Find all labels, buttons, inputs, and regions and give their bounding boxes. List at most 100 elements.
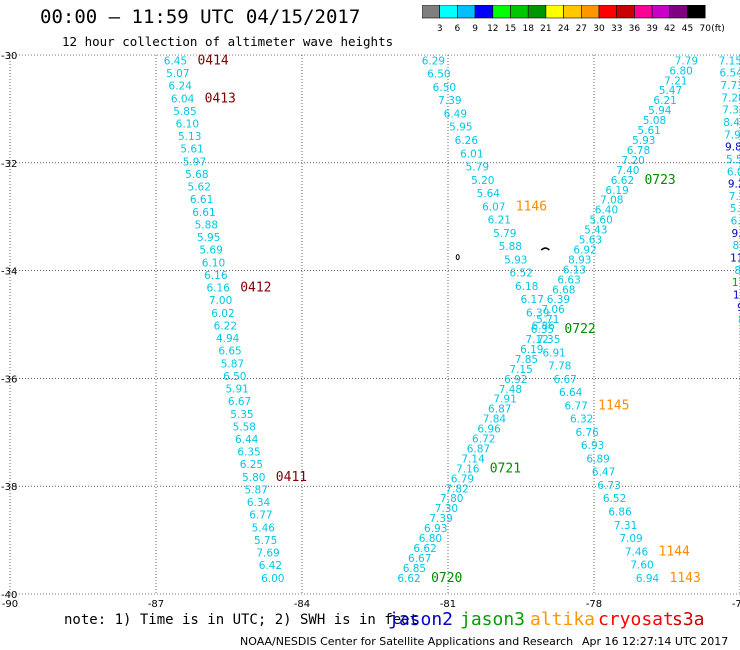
- wave-height-point: 6.35: [531, 324, 554, 336]
- wave-height-point: 5.46: [252, 522, 276, 534]
- wave-height-point: 9.72: [732, 228, 740, 240]
- wave-height-point: 6.80: [731, 216, 740, 228]
- wave-height-point: 6.89: [586, 453, 609, 465]
- wave-height-point: 6.92: [504, 374, 527, 386]
- wave-height-point: 8.93: [568, 254, 591, 266]
- wave-height-point: 6.96: [477, 424, 501, 436]
- time-label: 0722: [564, 322, 595, 337]
- time-label: 1146: [516, 199, 547, 214]
- wave-height-point: 5.88: [499, 241, 522, 253]
- colorbar-cell: [527, 5, 547, 19]
- wave-height-point: 6.86: [532, 321, 556, 333]
- wave-height-point: 17.79: [732, 277, 740, 289]
- wave-height-point: 5.95: [197, 232, 220, 244]
- wave-height-point: 7.15: [719, 55, 740, 67]
- wave-height-point: 7.16: [456, 463, 480, 475]
- colorbar-cell: [457, 5, 476, 19]
- wave-height-point: 7.46: [625, 546, 649, 558]
- wave-height-point: 6.02: [211, 308, 234, 320]
- wave-height-point: 6.07: [482, 201, 505, 213]
- latitude-label: -40: [1, 590, 17, 601]
- wave-height-point: 5.54: [726, 154, 740, 166]
- longitude-label: -78: [586, 599, 602, 610]
- wave-height-point: 4.94: [216, 333, 240, 345]
- wave-height-point: 7.39: [438, 95, 461, 107]
- colorbar-tick: 27: [576, 24, 587, 34]
- wave-height-point: 6.39: [526, 307, 549, 319]
- colorbar-cell: [581, 5, 600, 19]
- time-label: 1144: [659, 544, 690, 559]
- wave-height-point: 6.77: [564, 400, 587, 412]
- wave-height-point: 6.62: [397, 573, 420, 585]
- wave-height-point: 7.73: [720, 80, 740, 92]
- colorbar-cell: [439, 5, 458, 19]
- wave-height-point: 6.13: [563, 264, 586, 276]
- wave-height-point: 7.84: [483, 414, 507, 426]
- wave-height-point: 7.06: [541, 304, 565, 316]
- footer-timestamp: Apr 16 12:27:14 UTC 2017: [582, 635, 729, 648]
- colorbar-cell: [687, 5, 706, 19]
- wave-height-point: 5.95: [449, 122, 472, 134]
- time-label: 1145: [598, 398, 629, 413]
- wave-height-point: 7.08: [600, 195, 623, 207]
- time-label: 0414: [197, 53, 228, 68]
- wave-height-point: 5.68: [185, 169, 208, 181]
- wave-height-point: 7.98: [724, 129, 740, 141]
- wave-height-point: 5.71: [536, 314, 559, 326]
- wave-height-point: 6.01: [460, 148, 483, 160]
- wave-height-point: 6.73: [597, 480, 620, 492]
- wave-height-point: 7.40: [616, 165, 639, 177]
- wave-height-point: 5.08: [643, 115, 666, 127]
- wave-height-point: 5.64: [477, 188, 501, 200]
- latitude-label: -32: [1, 159, 17, 170]
- wave-height-point: 6.64: [559, 387, 583, 399]
- wave-height-point: 7.39: [429, 513, 452, 525]
- wave-height-point: 6.50: [223, 371, 246, 383]
- colorbar-cell: [669, 5, 688, 19]
- wave-height-point: 6.67: [228, 396, 251, 408]
- wave-height-point: 5.13: [178, 131, 201, 143]
- time-label: 1143: [670, 571, 701, 586]
- satellite-legend-jason2: jason2: [388, 609, 454, 630]
- wave-height-point: 5.35: [230, 409, 253, 421]
- wave-height-point: 8.00: [738, 314, 740, 326]
- wave-height-point: 6.67: [408, 553, 431, 565]
- wave-height-point: 7.00: [209, 295, 232, 307]
- wave-height-point: 6.25: [240, 459, 263, 471]
- wave-height-point: 5.61: [637, 125, 660, 137]
- wave-height-point: 7.20: [621, 155, 644, 167]
- wave-height-point: 7.72: [729, 191, 740, 203]
- wave-height-point: 9.75: [737, 302, 740, 314]
- page-title: 00:00 – 11:59 UTC 04/15/2017: [40, 6, 361, 28]
- wave-height-point: 6.21: [653, 95, 676, 107]
- wave-height-point: 5.47: [659, 85, 682, 97]
- wave-height-point: 11.18: [730, 253, 740, 265]
- wave-height-point: 5.43: [584, 225, 607, 237]
- longitude-label: -90: [2, 599, 18, 610]
- wave-height-point: 6.16: [207, 283, 231, 295]
- wave-height-point: 6.26: [455, 135, 479, 147]
- wave-height-point: 5.63: [579, 235, 602, 247]
- colorbar-cell: [474, 5, 494, 19]
- colorbar-cell: [422, 5, 441, 19]
- colorbar-tick: 70: [699, 24, 711, 34]
- wave-height-point: 7.85: [515, 354, 538, 366]
- wave-height-point: 6.86: [608, 506, 632, 518]
- colorbar-tick: 45: [682, 24, 693, 34]
- time-label: 0721: [490, 461, 521, 476]
- wave-height-point: 6.34: [247, 497, 271, 509]
- colorbar-tick: 33: [611, 24, 622, 34]
- wave-height-point: 6.10: [176, 118, 199, 130]
- wave-height-point: 6.68: [552, 284, 575, 296]
- wave-height-point: 6.50: [433, 82, 456, 94]
- wave-height-point: 6.21: [488, 215, 511, 227]
- wave-height-point: 5.88: [195, 219, 218, 231]
- wave-height-point: 9.89: [725, 142, 740, 154]
- wave-height-point: 6.32: [570, 414, 593, 426]
- colorbar-tick: 24: [558, 24, 570, 34]
- wave-height-point: 5.93: [632, 135, 655, 147]
- wave-height-point: 5.69: [199, 245, 222, 257]
- latitude-label: -34: [1, 267, 17, 278]
- latitude-label: -38: [1, 482, 17, 493]
